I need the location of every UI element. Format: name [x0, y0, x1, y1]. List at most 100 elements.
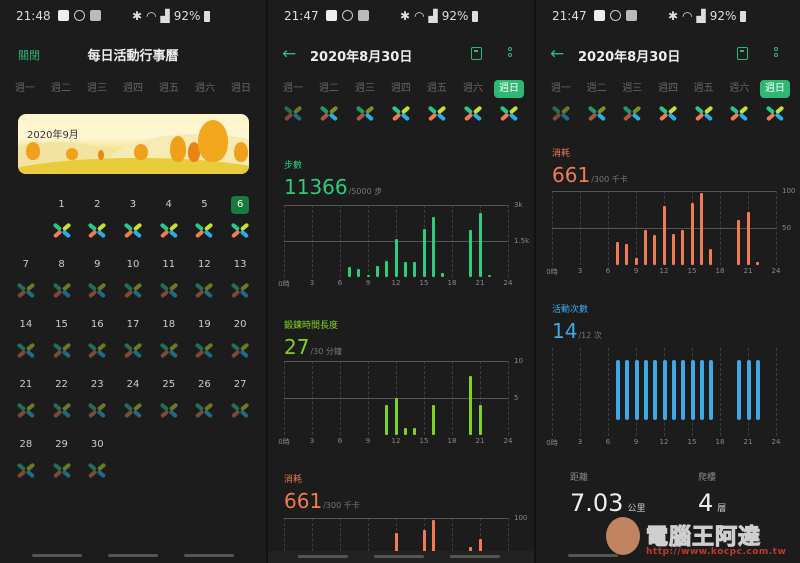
chart-bar[interactable] — [385, 405, 389, 435]
nav-recent-button[interactable] — [568, 554, 618, 557]
chart-bar[interactable] — [662, 360, 667, 420]
chart-bar[interactable] — [431, 520, 435, 563]
calendar-day[interactable]: 29 — [44, 436, 80, 480]
calendar-day[interactable]: 27 — [222, 376, 258, 420]
week-day-activity[interactable] — [458, 103, 488, 123]
chart-bar[interactable] — [403, 262, 407, 277]
chart-bar[interactable] — [653, 360, 658, 420]
calendar-day[interactable]: 28 — [8, 436, 44, 480]
weekday-tab[interactable]: 週三 — [622, 83, 643, 94]
calendar-day[interactable]: 4 — [151, 196, 187, 240]
chart-bar[interactable] — [709, 249, 713, 265]
chart-bar[interactable] — [643, 360, 648, 420]
calendar-day[interactable]: 18 — [151, 316, 187, 360]
weekday-tab[interactable]: 週四 — [391, 83, 411, 94]
calendar-day[interactable]: 26 — [187, 376, 223, 420]
chart-bar[interactable] — [625, 360, 630, 420]
chart-bar[interactable] — [634, 257, 638, 265]
chart-bar[interactable] — [615, 360, 620, 420]
chart-bar[interactable] — [662, 205, 666, 265]
week-day-activity[interactable] — [546, 103, 576, 123]
chart-bar[interactable] — [413, 262, 417, 277]
chart-bar[interactable] — [699, 193, 703, 265]
weekday-tab[interactable]: 週六 — [463, 83, 483, 94]
chart-bar[interactable] — [653, 235, 657, 265]
calendar-day[interactable]: 23 — [79, 376, 115, 420]
week-day-activity[interactable] — [314, 103, 344, 123]
chart-bar[interactable] — [357, 269, 361, 277]
week-day-activity[interactable] — [278, 103, 308, 123]
weekday-tab[interactable]: 週二 — [319, 83, 339, 94]
calendar-icon[interactable] — [737, 47, 748, 60]
week-day-activity[interactable] — [582, 103, 612, 123]
chart-bar[interactable] — [681, 230, 685, 265]
calendar-day[interactable]: 19 — [187, 316, 223, 360]
calendar-day[interactable]: 16 — [79, 316, 115, 360]
calendar-day[interactable]: 8 — [44, 256, 80, 300]
calendar-day[interactable]: 9 — [79, 256, 115, 300]
weekday-tab[interactable]: 週五 — [159, 83, 179, 94]
week-day-activity[interactable] — [386, 103, 416, 123]
calendar-day[interactable]: 17 — [115, 316, 151, 360]
chart-bar[interactable] — [478, 538, 482, 563]
calendar-day[interactable]: 22 — [44, 376, 80, 420]
calendar-day[interactable]: 13 — [222, 256, 258, 300]
week-day-activity[interactable] — [760, 103, 790, 123]
weekday-tab[interactable]: 週日 — [231, 83, 251, 94]
weekday-tab[interactable]: 週五 — [427, 83, 447, 94]
chart-bar[interactable] — [690, 202, 694, 265]
more-options-icon[interactable] — [508, 47, 512, 61]
calendar-day[interactable]: 25 — [151, 376, 187, 420]
weekday-tab[interactable]: 週一 — [283, 83, 303, 94]
chart-bar[interactable] — [469, 375, 473, 435]
weekday-tab[interactable]: 週一 — [15, 83, 35, 94]
chart-bar[interactable] — [755, 262, 759, 265]
chart-bar[interactable] — [671, 233, 675, 265]
chart-bar[interactable] — [643, 230, 647, 265]
chart-bar[interactable] — [699, 360, 704, 420]
chart-bar[interactable] — [625, 244, 629, 265]
week-day-activity[interactable] — [653, 103, 683, 123]
chart-bar[interactable] — [469, 230, 473, 277]
chart-bar[interactable] — [746, 211, 750, 265]
chart-bar[interactable] — [478, 213, 482, 277]
chart-bar[interactable] — [347, 266, 351, 277]
calendar-day[interactable]: 15 — [44, 316, 80, 360]
nav-home-button[interactable] — [108, 554, 158, 557]
week-day-activity[interactable] — [724, 103, 754, 123]
back-arrow-icon[interactable]: ← — [282, 44, 297, 64]
weekday-tab[interactable]: 週三 — [355, 83, 375, 94]
chart-bar[interactable] — [366, 275, 370, 277]
chart-bar[interactable] — [422, 229, 426, 277]
weekday-tab[interactable]: 週四 — [123, 83, 143, 94]
calendar-day[interactable]: 24 — [115, 376, 151, 420]
week-day-activity[interactable] — [689, 103, 719, 123]
chart-bar[interactable] — [709, 360, 714, 420]
nav-recent-button[interactable] — [32, 554, 82, 557]
week-day-activity[interactable] — [494, 103, 524, 123]
calendar-day[interactable]: 30 — [79, 436, 115, 480]
weekday-tab[interactable]: 週二 — [586, 83, 607, 94]
nav-recent-button[interactable] — [298, 555, 348, 558]
weekday-tab[interactable]: 週六 — [195, 83, 215, 94]
weekday-tab[interactable]: 週一 — [551, 83, 571, 94]
nav-home-button[interactable] — [374, 555, 424, 558]
chart-bar[interactable] — [413, 427, 417, 435]
chart-bar[interactable] — [394, 532, 398, 563]
chart-bar[interactable] — [394, 238, 398, 277]
calendar-day[interactable]: 3 — [115, 196, 151, 240]
chart-bar[interactable] — [394, 398, 398, 435]
chart-bar[interactable] — [681, 360, 686, 420]
nav-back-button[interactable] — [184, 554, 234, 557]
chart-bar[interactable] — [375, 266, 379, 277]
chart-bar[interactable] — [422, 529, 426, 563]
chart-bar[interactable] — [615, 242, 619, 265]
chart-bar[interactable] — [737, 360, 742, 420]
chart-bar[interactable] — [487, 275, 491, 277]
calendar-day[interactable]: 2 — [79, 196, 115, 240]
calendar-day[interactable]: 12 — [187, 256, 223, 300]
chart-bar[interactable] — [431, 217, 435, 277]
calendar-day[interactable]: 10 — [115, 256, 151, 300]
chart-bar[interactable] — [690, 360, 695, 420]
chart-bar[interactable] — [403, 427, 407, 435]
